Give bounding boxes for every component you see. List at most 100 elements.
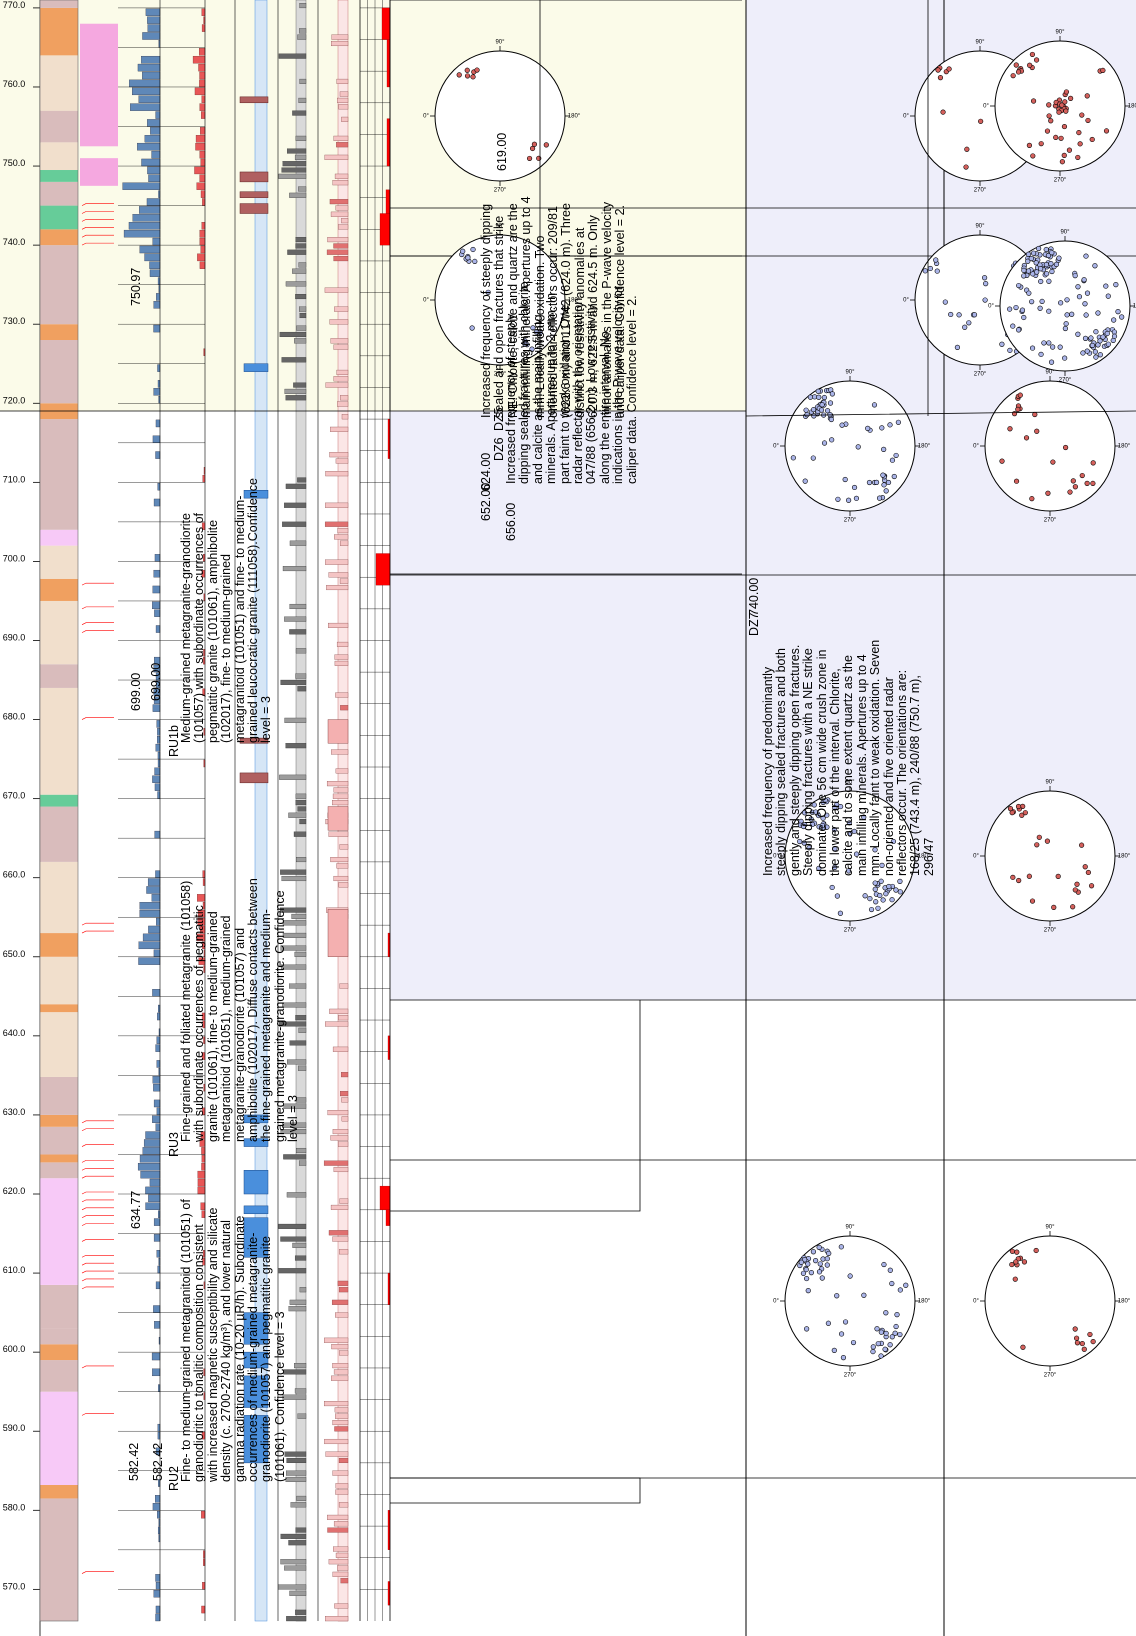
stereonet-pole [819, 1275, 825, 1281]
gray-log-bar [299, 78, 307, 84]
sealed-bar [155, 451, 161, 459]
stereonet-pole [897, 878, 903, 884]
sealed-bar [145, 1186, 161, 1195]
gray-log-bar [297, 477, 307, 483]
ru3-description: Fine-grained and foliated metagranite (1… [179, 878, 301, 1142]
crush-mark [81, 1286, 114, 1290]
crush-mark [81, 582, 114, 586]
stereonet-pole [1093, 354, 1099, 360]
stereonet-pole [1083, 253, 1089, 259]
lithology-interval [40, 794, 78, 807]
stereonet-pole [817, 1261, 823, 1267]
stereonet-pole [1045, 252, 1052, 259]
red-bar [381, 7, 391, 40]
sealed-bar [151, 150, 161, 159]
stereonet-pole [834, 1293, 840, 1299]
stereonet-pole [1041, 340, 1047, 346]
pink-log-bar [331, 1299, 349, 1305]
stereonet-pole [1023, 435, 1030, 441]
gray-log-bar [299, 312, 307, 319]
pink-log-bar [336, 142, 349, 148]
stereonet-pole [893, 887, 899, 893]
pink-log-bar [341, 116, 349, 122]
red-bar-track [359, 0, 391, 1621]
depth-tick-600.0: 600.0 [3, 1344, 40, 1354]
pink-log-bar [329, 452, 349, 458]
stereonet-pole [891, 473, 897, 480]
stereonet-pole [821, 440, 828, 446]
stereonet-label: 270° [1059, 378, 1072, 384]
stereonet-pole [826, 1250, 832, 1256]
stereonet-pole [886, 883, 892, 890]
stereonet-label: 0° [773, 854, 779, 860]
stereonet-pole [829, 391, 835, 397]
crush-mark [81, 1175, 114, 1179]
stereonet-pole [1019, 307, 1026, 313]
dz6-bottom-depth: 656.00 [504, 502, 518, 541]
pink-log-bar [331, 40, 349, 47]
stereonet-pole [1113, 282, 1119, 288]
gray-log-bar [295, 1609, 307, 1615]
stereonet-pole [851, 484, 858, 491]
stereonet-pole [873, 479, 880, 485]
stereonet-pole [1026, 142, 1033, 148]
open-bar [198, 63, 206, 72]
pink-log-bar [341, 414, 349, 420]
open-bar [201, 1155, 206, 1163]
stereonet-pole [1061, 123, 1068, 130]
stereonet-pole [1053, 134, 1059, 141]
stereonet-pole [847, 1273, 853, 1279]
stereonet-label: 0° [988, 304, 994, 310]
dz6-description: Increased frequency of steeply dipping s… [504, 281, 639, 484]
gray-log-bar [294, 154, 307, 160]
stereonet-pole [1051, 904, 1057, 910]
stereonet-pole [889, 1334, 895, 1340]
gray-log-bar [292, 268, 307, 274]
crush-mark [81, 1199, 114, 1203]
stereonet-pole [1030, 153, 1036, 159]
stereonet-pole [1033, 1247, 1039, 1254]
stereonet-pole [1084, 348, 1090, 354]
stereonet-pole [883, 1330, 889, 1336]
pink-log-bar [334, 1426, 349, 1432]
sealed-bar [155, 743, 161, 752]
stereonet-pole [1090, 1338, 1096, 1345]
sealed-bar [149, 261, 161, 269]
open-bar [199, 237, 206, 246]
pink-log-bar [325, 382, 349, 388]
stereonet-pole [1050, 459, 1056, 465]
sealed-bar [141, 55, 161, 64]
stereonet-pole [1010, 73, 1016, 79]
lithology-interval [40, 1284, 78, 1329]
stereonet-pole [855, 444, 861, 450]
open-fracture-histogram [192, 8, 206, 1614]
stereonet-pole [1033, 57, 1040, 63]
sealed-bar [149, 1178, 161, 1187]
sealed-bar [141, 158, 161, 167]
depth-tick-label: 710.0 [3, 474, 26, 484]
stereonet-pole [825, 1320, 831, 1326]
pink-log-bar [332, 1046, 349, 1052]
blue-log-peak [243, 1415, 269, 1464]
stereonet-pole [1046, 340, 1052, 346]
gray-log-bar [279, 1021, 307, 1027]
sealed-bar [152, 237, 161, 246]
pink-log-bar [332, 800, 349, 806]
stereonet-pole [846, 497, 852, 503]
pink-log-bar [330, 211, 349, 217]
open-bar [201, 24, 206, 32]
stereonet-pole [1093, 329, 1099, 335]
stereonet-pole [1100, 67, 1106, 74]
sealed-bar [157, 791, 161, 799]
stereonet-pole [1044, 838, 1051, 844]
crush-mark [81, 219, 114, 222]
stereonet-pole [1115, 309, 1121, 315]
stereonet-pole [897, 1331, 903, 1338]
gray-log-bar [295, 800, 307, 806]
stereonet-pole [1048, 118, 1054, 124]
gray-log-bar [279, 774, 307, 780]
stereonet-pole [816, 865, 822, 871]
sealed-bar [152, 435, 161, 443]
gray-log-bar [295, 1527, 307, 1533]
lithology-interval [40, 170, 78, 182]
